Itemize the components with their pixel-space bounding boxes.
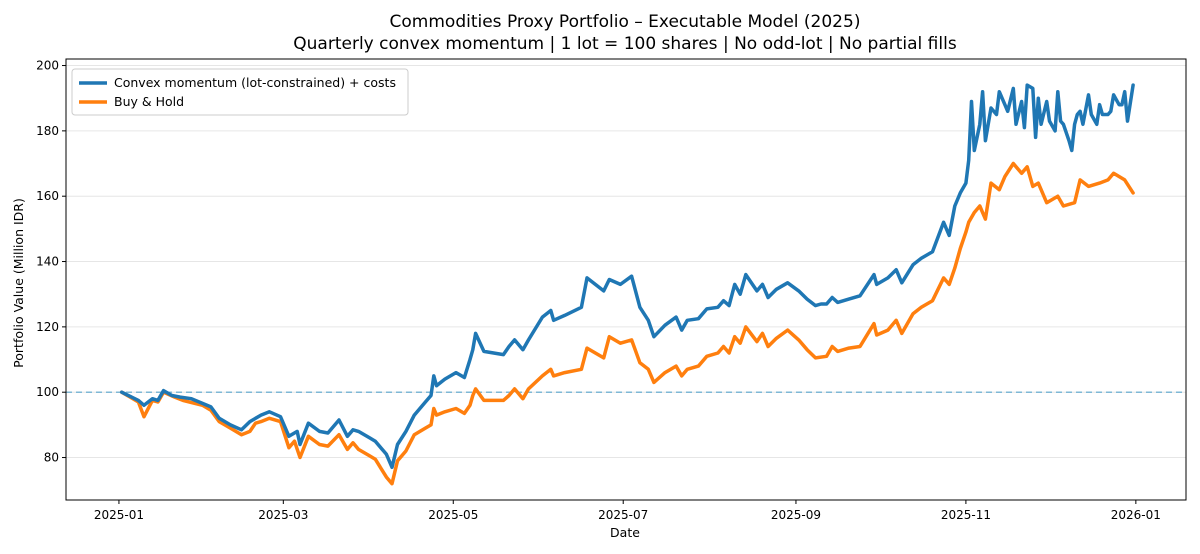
x-axis-ticks: 2025-01 2025-03 2025-05 2025-07 2025-09 2025-…	[94, 500, 1161, 522]
grid-lines	[66, 65, 1186, 459]
y-tick-label-100: 100	[36, 385, 59, 399]
legend-box	[71, 68, 409, 116]
y-tick-label-200: 200	[36, 59, 59, 73]
series-layer	[119, 83, 1135, 486]
series-line-convex-momentum	[119, 83, 1135, 470]
plot-area-frame	[65, 58, 1187, 501]
x-tick-label-2025-05: 2025-05	[428, 508, 478, 522]
x-tick-label-2025-03: 2025-03	[258, 508, 308, 522]
legend-label-convex-momentum: Convex momentum (lot-constrained) + cost…	[114, 75, 396, 90]
y-axis-label: Portfolio Value (Million IDR)	[11, 198, 26, 368]
chart-subtitle: Quarterly convex momentum | 1 lot = 100 …	[293, 34, 957, 54]
x-tick-label-2025-11: 2025-11	[941, 508, 991, 522]
series-line-buy-hold	[119, 161, 1135, 486]
y-tick-label-80: 80	[44, 451, 59, 465]
x-tick-label-2025-09: 2025-09	[771, 508, 821, 522]
y-tick-label-180: 180	[36, 124, 59, 138]
y-axis-ticks: 80 100 120 140 160 180 200	[36, 59, 66, 465]
y-tick-label-120: 120	[36, 320, 59, 334]
legend-label-buy-hold: Buy & Hold	[114, 94, 184, 109]
legend: Convex momentum (lot-constrained) + cost…	[71, 68, 409, 116]
y-tick-label-160: 160	[36, 189, 59, 203]
x-tick-label-2025-07: 2025-07	[598, 508, 648, 522]
x-axis-label: Date	[610, 525, 640, 540]
x-tick-label-2025-01: 2025-01	[94, 508, 144, 522]
chart-title: Commodities Proxy Portfolio – Executable…	[390, 12, 861, 32]
y-tick-label-140: 140	[36, 255, 59, 269]
x-tick-label-2026-01: 2026-01	[1111, 508, 1161, 522]
